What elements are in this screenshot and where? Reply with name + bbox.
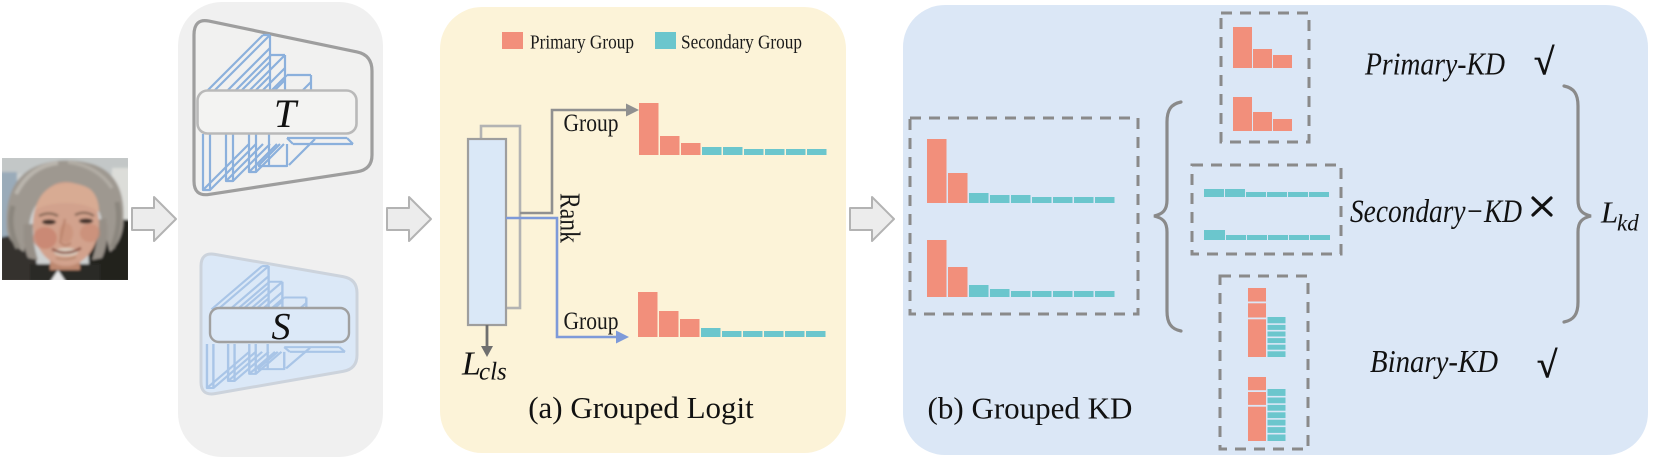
svg-text:Group: Group xyxy=(564,308,619,335)
svg-text:√: √ xyxy=(1537,345,1558,386)
svg-text:S: S xyxy=(272,306,291,348)
svg-text:Secondary Group: Secondary Group xyxy=(681,32,802,54)
svg-text:kd: kd xyxy=(1617,211,1639,236)
svg-text:Rank: Rank xyxy=(554,193,585,243)
svg-text:√: √ xyxy=(1534,42,1555,83)
svg-text:L: L xyxy=(1600,195,1618,230)
svg-text:L: L xyxy=(461,346,481,383)
svg-text:Group: Group xyxy=(564,110,619,137)
svg-text:(b) Grouped KD: (b) Grouped KD xyxy=(928,391,1133,426)
svg-text:(a) Grouped Logit: (a) Grouped Logit xyxy=(528,390,754,425)
svg-text:Binary-KD: Binary-KD xyxy=(1370,343,1498,379)
svg-text:T: T xyxy=(274,91,299,136)
svg-text:cls: cls xyxy=(479,359,507,386)
svg-text:Secondary−KD: Secondary−KD xyxy=(1350,194,1522,230)
svg-text:Primary Group: Primary Group xyxy=(530,32,634,54)
svg-text:Primary-KD: Primary-KD xyxy=(1364,46,1505,82)
